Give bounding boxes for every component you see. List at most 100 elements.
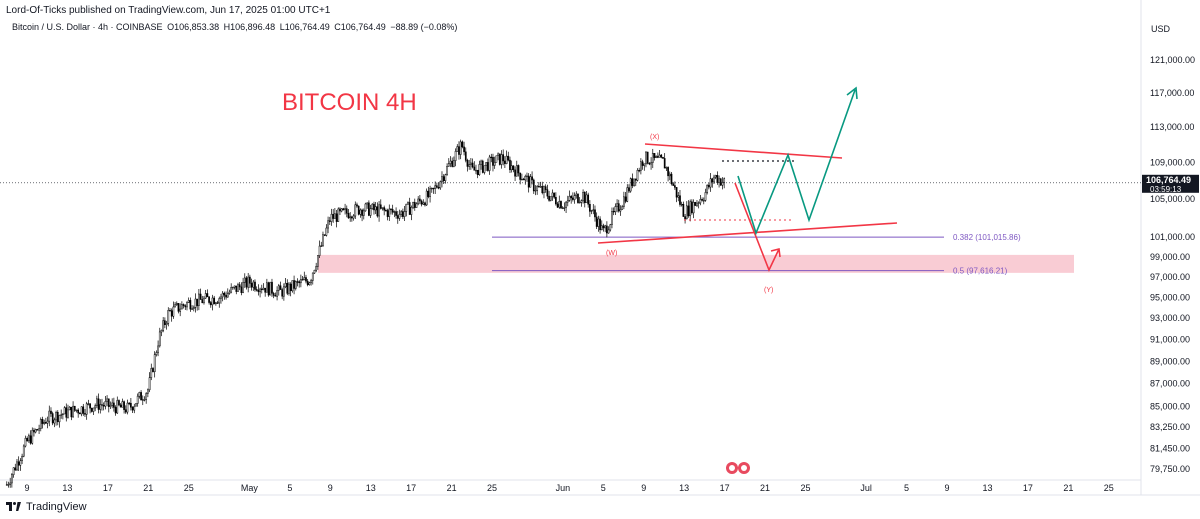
x-tick-label: 25 — [1104, 483, 1114, 493]
candle-body — [260, 288, 263, 291]
candle-body — [430, 187, 433, 190]
candle-body — [582, 192, 584, 201]
candle-body — [580, 200, 583, 203]
candle-body — [658, 154, 661, 158]
candle-body — [204, 293, 207, 299]
candle-body — [473, 166, 476, 171]
candle-body — [56, 412, 59, 423]
candle-body — [446, 166, 448, 175]
x-tick-label: 9 — [24, 483, 29, 493]
candle-body — [322, 234, 324, 246]
x-tick-label: May — [241, 483, 259, 493]
candle-body — [123, 401, 125, 410]
candle-body — [713, 176, 715, 183]
y-tick-label: 89,000.00 — [1150, 356, 1190, 366]
x-tick-label: 13 — [679, 483, 689, 493]
candle-body — [556, 203, 559, 208]
y-tick-label: 91,000.00 — [1150, 335, 1190, 345]
candle-body — [568, 195, 571, 201]
x-tick-label: 13 — [982, 483, 992, 493]
candle-body — [361, 209, 363, 216]
candle-body — [429, 188, 431, 197]
candle-body — [327, 220, 329, 229]
candle-body — [7, 484, 10, 486]
candle-body — [507, 155, 510, 161]
candle-body — [585, 194, 588, 203]
candle-body — [196, 298, 199, 306]
candle-body — [369, 208, 372, 216]
candle-body — [165, 322, 168, 326]
candle-body — [723, 178, 726, 183]
candle-body — [99, 404, 102, 410]
candle-body — [198, 293, 200, 306]
candle-body — [572, 197, 574, 200]
candle-body — [317, 255, 319, 267]
candle-body — [702, 200, 705, 202]
candle-body — [422, 202, 425, 205]
candle-body — [436, 185, 438, 188]
candle-body — [342, 208, 345, 211]
candle-body — [617, 203, 620, 212]
candle-body — [68, 406, 71, 411]
candle-body — [531, 176, 533, 181]
candle-body — [72, 405, 74, 418]
y-tick-label: 105,000.00 — [1150, 194, 1195, 204]
y-tick-label: 109,000.00 — [1150, 157, 1195, 167]
candle-body — [80, 406, 83, 415]
candle-body — [680, 203, 683, 206]
candle-body — [109, 405, 112, 407]
candle-body — [43, 422, 46, 424]
candle-body — [167, 310, 170, 324]
candle-body — [578, 201, 581, 204]
candle-body — [135, 403, 137, 407]
candle-body — [82, 406, 85, 414]
candle-body — [325, 227, 328, 236]
candle-body — [694, 202, 697, 206]
candle-body — [657, 156, 659, 158]
candle-body — [566, 200, 569, 203]
candle-body — [653, 153, 656, 158]
bearish-projection-arrowhead — [770, 248, 781, 258]
candle-body — [177, 303, 180, 312]
candle-body — [602, 225, 605, 229]
wave-label-y: (Y) — [764, 287, 773, 294]
candle-body — [439, 181, 442, 189]
candle-body — [274, 295, 277, 297]
candle-body — [313, 269, 316, 274]
candle-body — [191, 308, 193, 310]
candle-body — [31, 429, 34, 444]
candle-body — [77, 409, 80, 414]
candle-body — [38, 428, 40, 431]
candle-body — [33, 429, 35, 433]
candle-body — [532, 179, 535, 192]
x-tick-label: 21 — [143, 483, 153, 493]
candle-body — [225, 294, 227, 298]
candle-body — [366, 202, 369, 205]
candle-body — [500, 154, 503, 165]
x-tick-label: 17 — [103, 483, 113, 493]
bullish-projection-arrowhead — [846, 86, 858, 100]
candle-body — [379, 204, 382, 209]
candle-body — [189, 300, 192, 310]
candle-body — [158, 331, 161, 347]
candle-body — [478, 164, 481, 176]
candle-body — [396, 215, 399, 219]
candle-body — [70, 406, 73, 418]
candle-body — [719, 178, 722, 186]
candle-body — [208, 296, 210, 303]
candle-body — [296, 281, 299, 283]
candle-body — [39, 419, 42, 429]
candle-body — [560, 201, 562, 209]
candle-body — [148, 377, 151, 391]
candle-body — [529, 176, 532, 188]
candle-body — [408, 202, 411, 215]
candle-body — [119, 404, 122, 408]
candle-body — [53, 419, 56, 424]
candle-body — [92, 407, 95, 412]
event-marker-dot — [741, 465, 747, 471]
candle-body — [417, 198, 420, 205]
candle-body — [323, 234, 326, 236]
candle-body — [504, 160, 506, 164]
symbol-open: O106,853.38 — [167, 22, 220, 32]
